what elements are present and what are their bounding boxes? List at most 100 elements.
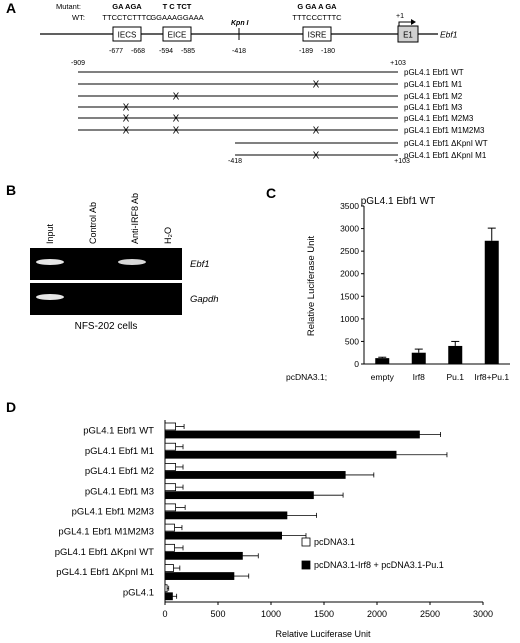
site-pos-left: -189 <box>299 48 313 55</box>
chart-d-xtick-label: 500 <box>210 609 225 619</box>
chart-d-category: pGL4.1 Ebf1 ΔKpnI WT <box>55 547 154 558</box>
construct-map: pGL4.1 Ebf1 WT X pGL4.1 Ebf1 M1 X pGL4.1 Ebf… <box>78 68 488 162</box>
gel-caption: NFS-202 cells <box>75 321 138 332</box>
panel-d-letter: D <box>6 399 16 415</box>
site-pos-right: -668 <box>131 48 145 55</box>
chart-d-bar <box>164 503 176 512</box>
site-boxes: IECS -677 -668 EICE -594 -585 ISRE -189 -180 <box>109 26 335 55</box>
gel-lane-label: Control Ab <box>88 202 98 244</box>
site-pos-left: -594 <box>159 48 173 55</box>
chart-d-bar <box>164 531 282 540</box>
chart-d-xtick-label: 0 <box>162 609 167 619</box>
chart-d-category: pGL4.1 Ebf1 M1M2M3 <box>58 527 154 538</box>
chart-d-xlabel: Relative Luciferase Unit <box>275 629 371 639</box>
mutation-mark: X <box>173 114 180 125</box>
chart-c-bar <box>484 240 499 364</box>
chart-c-category: empty <box>371 372 395 382</box>
site-mutant-seq: GA AGA <box>112 2 142 11</box>
mutation-mark: X <box>123 103 130 114</box>
site-name: EICE <box>168 31 187 40</box>
tss-label: +1 <box>396 13 404 20</box>
construct-end-label: +103 <box>390 60 406 67</box>
site-box <box>302 26 332 42</box>
construct-label: pGL4.1 Ebf1 ΔKpnI M1 <box>404 151 487 160</box>
panel-a-letter: A <box>6 0 16 16</box>
tss-arrowhead-icon <box>411 19 416 25</box>
site-name: IECS <box>118 31 137 40</box>
chart-c-ytick-label: 3000 <box>340 224 359 234</box>
chart-d-bar <box>164 442 176 451</box>
mutant-label: Mutant: <box>56 2 81 11</box>
site-name: ISRE <box>308 31 327 40</box>
chart-d-bar <box>164 430 420 439</box>
chart-c-category: Irf8 <box>413 372 426 382</box>
chart-d-legend-label: pcDNA3.1 <box>314 537 355 547</box>
chart-d-xtick-label: 1500 <box>314 609 334 619</box>
chart-c-ytick-label: 2000 <box>340 269 359 279</box>
chart-c: 0 500 1000 1500 2000 2500 3000 3500 empty Irf8 Pu.… <box>340 201 510 382</box>
kpn-label: Kpn I <box>231 20 250 27</box>
band-ebf1-input <box>36 259 64 265</box>
chart-d-bar <box>164 551 243 560</box>
chart-d-bar <box>164 592 173 601</box>
mutation-mark: X <box>173 126 180 137</box>
chart-c-ytick-label: 0 <box>354 359 359 369</box>
chart-d-bar <box>164 422 176 431</box>
site-mutant-seq: T C TCT <box>163 2 192 11</box>
gel-gene-ebf1: Ebf1 <box>190 259 210 270</box>
gel-lane-label: Input <box>45 223 55 244</box>
chart-d-bar <box>164 564 174 572</box>
mutation-mark: X <box>123 114 130 125</box>
chart-d-legend-label: pcDNA3.1-Irf8 + pcDNA3.1-Pu.1 <box>314 560 444 570</box>
chart-c-ylabel: Relative Luciferase Unit <box>306 235 317 336</box>
construct-label: pGL4.1 Ebf1 WT <box>404 68 464 77</box>
construct-label: pGL4.1 Ebf1 M2M3 <box>404 114 474 123</box>
gel-lane-label: Anti-IRF8 Ab <box>130 193 140 244</box>
chart-c-category: Irf8+Pu.1 <box>474 372 509 382</box>
construct-label: pGL4.1 Ebf1 M1M2M3 <box>404 126 485 135</box>
chart-d-legend-swatch <box>301 560 311 570</box>
chart-d-bar <box>164 543 175 552</box>
wt-label: WT: <box>72 13 85 22</box>
construct-label: pGL4.1 Ebf1 M3 <box>404 103 463 112</box>
chart-d-category: pGL4.1 Ebf1 M1 <box>85 446 154 457</box>
chart-c-category: Pu.1 <box>447 372 465 382</box>
site-wt-seq: TTCCTCTTTC <box>102 13 152 22</box>
kpn-end-label: +103 <box>394 158 410 165</box>
chart-d-bar <box>164 491 314 500</box>
chart-d-bar <box>164 572 235 580</box>
mutation-mark: X <box>123 126 130 137</box>
chart-d-category: pGL4.1 Ebf1 M2 <box>85 466 154 477</box>
construct-start-label: -909 <box>71 60 85 67</box>
construct-label: pGL4.1 Ebf1 ΔKpnI WT <box>404 139 488 148</box>
chart-d-xtick-label: 1000 <box>261 609 281 619</box>
chart-d-category: pGL4.1 <box>123 587 154 598</box>
site-pos-right: -180 <box>321 48 335 55</box>
chart-d-legend-swatch <box>301 537 311 547</box>
mutation-mark: X <box>173 92 180 103</box>
chart-d-bar <box>164 511 288 520</box>
site-pos-left: -677 <box>109 48 123 55</box>
gel-lane-label: H₂O <box>163 227 173 244</box>
chart-c-prefix: pcDNA3.1; <box>286 372 327 382</box>
chart-d-category: pGL4.1 Ebf1 WT <box>83 426 154 437</box>
chart-c-bar <box>411 352 426 364</box>
chart-c-ytick-label: 3500 <box>340 201 359 211</box>
kpn-position: -418 <box>232 48 246 55</box>
gel-lane-labels: Input Control Ab Anti-IRF8 Ab H₂O <box>45 193 173 244</box>
chart-d-xtick-label: 3000 <box>473 609 493 619</box>
site-wt-seq: GGAAAGGAAA <box>150 13 203 22</box>
chart-c-title: pGL4.1 Ebf1 WT <box>361 196 435 207</box>
chart-c-bar <box>375 358 390 364</box>
chart-d-bar <box>164 471 346 479</box>
chart-d-xtick-label: 2000 <box>367 609 387 619</box>
gene-label: Ebf1 <box>440 30 458 40</box>
site-pos-right: -585 <box>181 48 195 55</box>
construct-label: pGL4.1 Ebf1 M2 <box>404 92 463 101</box>
site-box <box>162 26 192 42</box>
chart-d-xtick-label: 2500 <box>420 609 440 619</box>
chart-c-ytick-label: 2500 <box>340 246 359 256</box>
mutation-mark: X <box>313 126 320 137</box>
chart-d-category: pGL4.1 Ebf1 ΔKpnI M1 <box>56 567 154 578</box>
